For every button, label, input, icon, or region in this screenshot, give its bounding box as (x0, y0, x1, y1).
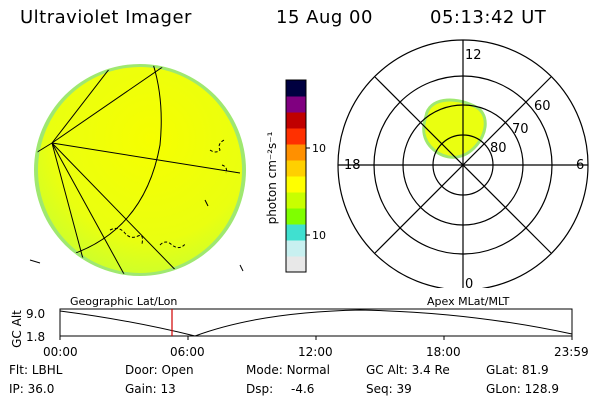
x-tick-0000: 00:00 (43, 345, 78, 358)
dsp-label: Dsp: (246, 382, 274, 396)
colorbar-segment (286, 256, 306, 273)
dsp-value: -4.6 (290, 382, 315, 396)
glon-value: 128.9 (524, 382, 559, 396)
gain-value: 13 (160, 382, 176, 396)
mlt-label-0: 0 (465, 277, 473, 288)
seq-info: Seq: 39 (366, 382, 412, 396)
time-label: 05:13:42 UT (430, 7, 547, 28)
colorbar-segment (286, 208, 306, 225)
colorbar-tick-10: 10 (312, 229, 326, 242)
colorbar-segment (286, 128, 306, 145)
door-label: Door: (125, 363, 158, 377)
glat-label: GLat: (486, 363, 519, 377)
mode-label: Mode: (246, 363, 283, 377)
mlt-label-18: 18 (344, 158, 361, 173)
ip-info: IP: 36.0 (9, 382, 54, 396)
filter-label: Flt: (9, 363, 28, 377)
gc-alt-label: GC Alt: (366, 363, 408, 377)
glat-value: 81.9 (521, 363, 549, 377)
lat-lon-grid (36, 65, 241, 275)
colorbar-unit-label: photon cm⁻²s⁻¹ (265, 131, 279, 224)
filter-info: Flt: LBHL (9, 363, 62, 377)
gc-alt-info: GC Alt: 3.4 Re (366, 363, 450, 377)
colorbar-segment (286, 112, 306, 129)
lat-label-60: 60 (534, 99, 551, 114)
altitude-curve (59, 309, 573, 337)
seq-label: Seq: (366, 382, 393, 396)
glon-info: GLon: 128.9 (486, 382, 559, 396)
colorbar-tick-100: 100 (312, 142, 326, 155)
geographic-image (29, 64, 246, 276)
x-tick-2359: 23:59 (554, 345, 589, 358)
filter-value: LBHL (31, 363, 63, 377)
instrument-title: Ultraviolet Imager (20, 7, 192, 28)
gc-alt-value: 3.4 Re (411, 363, 450, 377)
geographic-panel-label: Geographic Lat/Lon (70, 295, 178, 308)
altitude-plot-ylabel: GC Alt (10, 310, 24, 348)
mlt-label-6: 6 (576, 158, 584, 173)
door-info: Door: Open (125, 363, 194, 377)
mode-info: Mode: Normal (246, 363, 330, 377)
y-tick-1.8: 1.8 (26, 330, 45, 344)
colorbar: 100 10 photon cm⁻²s⁻¹ (265, 79, 326, 273)
y-tick-9: 9.0 (26, 307, 45, 321)
lat-label-80: 80 (490, 141, 507, 156)
date-label: 15 Aug 00 (276, 7, 373, 28)
dsp-info: Dsp: -4.6 (246, 382, 314, 396)
x-tick-1800: 18:00 (426, 345, 461, 358)
colorbar-segment (286, 192, 306, 209)
colorbar-segment (286, 96, 306, 113)
glon-label: GLon: (486, 382, 521, 396)
auroral-oval (422, 98, 487, 159)
colorbar-segment (286, 224, 306, 241)
mlt-label-12: 12 (465, 48, 482, 63)
polar-grid (337, 39, 589, 288)
seq-value: 39 (396, 382, 412, 396)
x-tick-1200: 12:00 (298, 345, 333, 358)
altitude-plot: GC Alt 9.0 1.8 00:00 06:00 12:00 18:00 2… (10, 307, 589, 358)
gain-label: Gain: (125, 382, 157, 396)
polar-plot: 12 6 0 18 60 70 80 (337, 39, 589, 288)
colorbar-segment (286, 144, 306, 161)
door-value: Open (161, 363, 194, 377)
colorbar-segment (286, 160, 306, 177)
colorbar-segment (286, 80, 306, 97)
colorbar-segment (286, 176, 306, 193)
x-tick-0600: 06:00 (170, 345, 205, 358)
apex-panel-label: Apex MLat/MLT (427, 295, 510, 308)
ip-value: 36.0 (27, 382, 55, 396)
ip-label: IP: (9, 382, 24, 396)
lat-label-70: 70 (512, 122, 529, 137)
mode-value: Normal (286, 363, 330, 377)
colorbar-segment (286, 240, 306, 257)
gain-info: Gain: 13 (125, 382, 176, 396)
glat-info: GLat: 81.9 (486, 363, 549, 377)
colorbar-scale (286, 80, 306, 273)
